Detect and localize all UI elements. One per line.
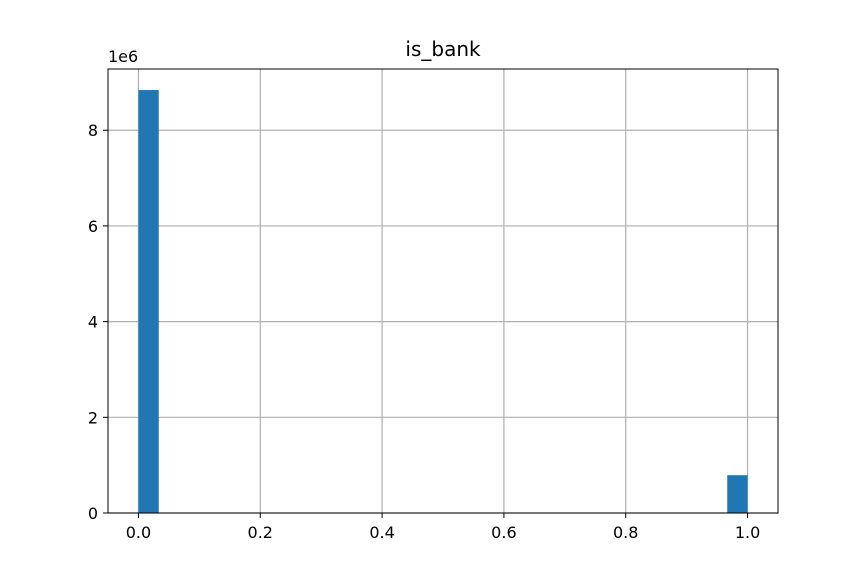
y-tick-label: 2 bbox=[88, 408, 98, 427]
y-offset-label: 1e6 bbox=[108, 47, 138, 66]
x-tick-label: 0.0 bbox=[126, 523, 151, 542]
plot-frame bbox=[107, 68, 779, 514]
y-tick-label: 4 bbox=[88, 313, 98, 332]
y-tick-label: 8 bbox=[88, 121, 98, 140]
histogram-bar bbox=[727, 475, 748, 513]
bar-layer bbox=[138, 90, 748, 513]
x-tick-label: 0.8 bbox=[613, 523, 638, 542]
tick-layer: 0.0 0.2 0.4 0.6 0.8 1.0 0 2 4 6 8 bbox=[88, 121, 760, 542]
x-tick-label: 0.4 bbox=[369, 523, 394, 542]
grid-layer bbox=[108, 69, 778, 514]
y-tick-label: 0 bbox=[88, 504, 98, 523]
x-tick-label: 0.6 bbox=[491, 523, 516, 542]
x-tick-label: 1.0 bbox=[735, 523, 760, 542]
y-tick-label: 6 bbox=[88, 217, 98, 236]
chart-title: is_bank bbox=[405, 37, 481, 61]
histogram-bar bbox=[138, 90, 159, 513]
x-tick-label: 0.2 bbox=[248, 523, 273, 542]
